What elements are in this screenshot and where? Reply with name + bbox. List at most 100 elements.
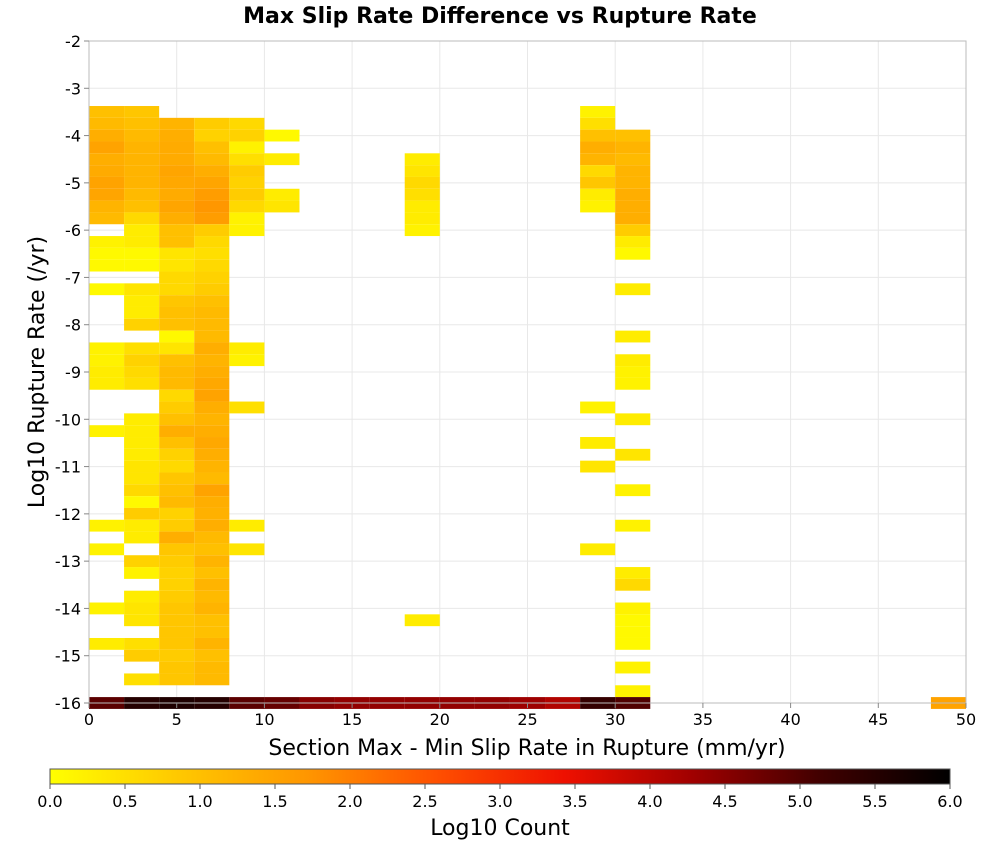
heatmap-cell	[229, 342, 265, 355]
heatmap-cell	[194, 200, 230, 213]
heatmap-cell	[194, 614, 230, 627]
heatmap-cell	[194, 271, 230, 284]
y-axis-ticks: -2 -3 -4 -5 -6 -7 -8 -9 -10 -11 -12 -13 -14 -15 -16	[55, 32, 89, 713]
heatmap-cell	[124, 176, 160, 189]
heatmap-cell	[159, 460, 195, 473]
heatmap-cell	[229, 543, 265, 556]
heatmap-cell	[159, 567, 195, 579]
heatmap-cell	[194, 318, 230, 331]
heatmap-cell	[580, 437, 616, 449]
heatmap-cell	[89, 141, 125, 154]
heatmap-cell	[194, 590, 230, 603]
heatmap-cell	[159, 377, 195, 390]
heatmap-cell	[124, 567, 160, 579]
heatmap-cells	[89, 106, 966, 709]
heatmap-cell	[124, 448, 160, 461]
heatmap-cell	[615, 224, 651, 237]
heatmap-cell	[159, 224, 195, 237]
heatmap-cell	[89, 259, 125, 272]
x-tick-label: 35	[693, 710, 713, 729]
heatmap-cell	[159, 413, 195, 426]
heatmap-cell	[159, 484, 195, 497]
heatmap-cell	[159, 649, 195, 662]
heatmap-cell	[194, 165, 230, 177]
heatmap-cell	[194, 567, 230, 579]
heatmap-cell	[124, 318, 160, 331]
heatmap-cell	[159, 212, 195, 225]
heatmap-cell	[159, 543, 195, 556]
heatmap-cell	[159, 637, 195, 650]
heatmap-cell	[194, 377, 230, 390]
heatmap-cell	[194, 259, 230, 272]
heatmap-cell	[615, 153, 651, 166]
heatmap-cell	[159, 342, 195, 355]
heatmap-cell	[194, 295, 230, 307]
heatmap-cell	[124, 306, 160, 319]
heatmap-cell	[194, 389, 230, 402]
heatmap-cell	[159, 472, 195, 485]
heatmap-cell	[580, 106, 616, 118]
heatmap-cell	[615, 129, 651, 142]
colorbar-tick-label: 1.0	[187, 792, 212, 811]
heatmap-cell	[159, 626, 195, 638]
heatmap-cell	[89, 543, 125, 556]
heatmap-cell	[615, 661, 651, 674]
heatmap-cell	[159, 259, 195, 272]
heatmap-cell	[89, 188, 125, 201]
heatmap-cell	[404, 224, 440, 237]
heatmap-cell	[404, 188, 440, 201]
heatmap-cell	[194, 401, 230, 414]
heatmap-cell	[124, 637, 160, 650]
heatmap-cell	[89, 236, 125, 248]
heatmap-cell	[194, 212, 230, 225]
heatmap-cell	[124, 602, 160, 615]
heatmap-cell	[615, 578, 651, 591]
heatmap-cell	[194, 437, 230, 449]
heatmap-cell	[194, 649, 230, 662]
heatmap-cell	[229, 224, 265, 237]
heatmap-cell	[615, 413, 651, 426]
heatmap-cell	[194, 448, 230, 461]
heatmap-cell	[194, 153, 230, 166]
x-tick-label: 50	[956, 710, 976, 729]
y-axis-label: Log10 Rupture Rate (/yr)	[25, 236, 50, 508]
heatmap-cell	[124, 165, 160, 177]
heatmap-cell	[124, 342, 160, 355]
heatmap-cell	[580, 117, 616, 130]
heatmap-cell	[615, 176, 651, 189]
y-tick-label: -10	[55, 410, 81, 429]
heatmap-cell	[124, 188, 160, 201]
colorbar-tick-label: 2.0	[337, 792, 362, 811]
heatmap-cell	[124, 484, 160, 497]
heatmap-cell	[124, 519, 160, 532]
heatmap-cell	[159, 661, 195, 674]
heatmap-cell	[194, 602, 230, 615]
heatmap-cell	[580, 401, 616, 414]
colorbar-tick-label: 4.5	[712, 792, 737, 811]
heatmap-cell	[194, 354, 230, 367]
heatmap-cell	[194, 472, 230, 485]
heatmap-cell	[89, 200, 125, 213]
heatmap-cell	[229, 200, 265, 213]
x-tick-label: 20	[430, 710, 450, 729]
heatmap-cell	[89, 212, 125, 225]
heatmap-cell	[124, 437, 160, 449]
heatmap-cell	[194, 413, 230, 426]
heatmap-cell	[194, 578, 230, 591]
heatmap-cell	[124, 366, 160, 378]
heatmap-cell	[159, 507, 195, 520]
heatmap-cell	[194, 626, 230, 638]
heatmap-cell	[229, 519, 265, 532]
heatmap-cell	[89, 354, 125, 367]
heatmap-cell	[124, 153, 160, 166]
heatmap-cell	[615, 354, 651, 367]
heatmap-cell	[615, 602, 651, 615]
heatmap-cell	[194, 460, 230, 473]
heatmap-cell	[159, 602, 195, 615]
x-tick-label: 10	[254, 710, 274, 729]
colorbar-tick-label: 3.5	[562, 792, 587, 811]
heatmap-cell	[615, 236, 651, 248]
heatmap-cell	[124, 590, 160, 603]
heatmap-cell	[615, 188, 651, 201]
heatmap-cell	[194, 236, 230, 248]
